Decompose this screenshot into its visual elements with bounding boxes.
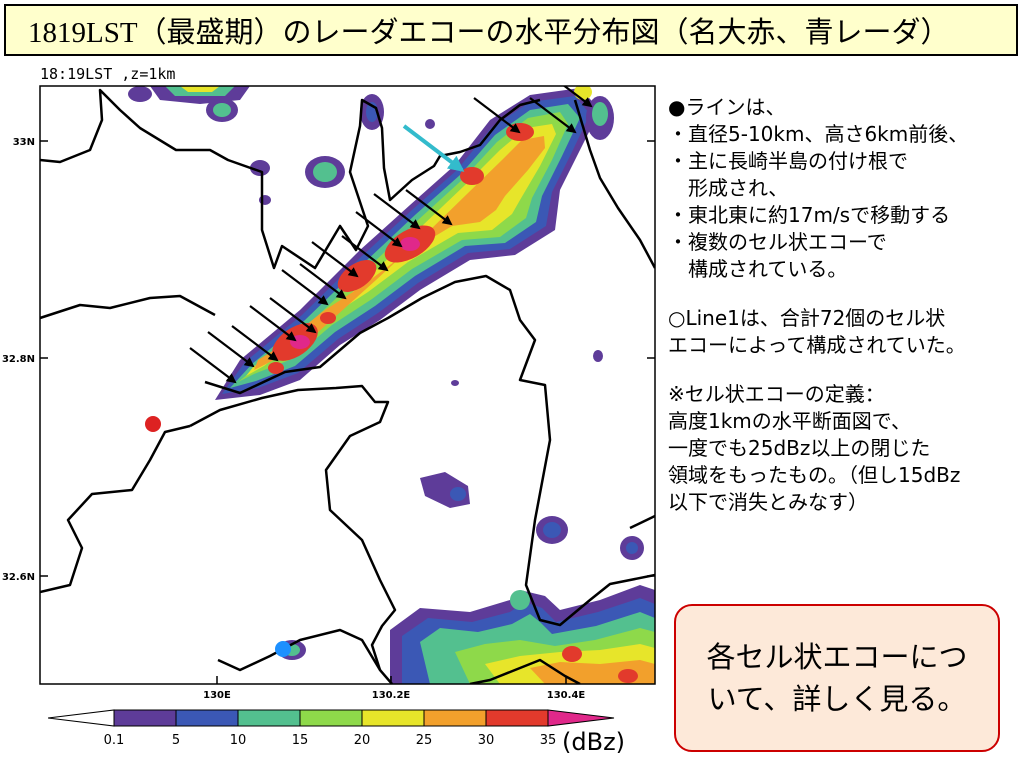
colorbar-low-triangle — [47, 709, 115, 727]
colorbar-label: 0.1 — [104, 733, 125, 748]
notes-spacer — [668, 359, 1018, 381]
highlight-arrow — [402, 124, 465, 172]
map-frame — [39, 85, 656, 685]
colorbar-swatch — [423, 709, 487, 727]
notes-line: 以下で消失とみなす） — [668, 490, 868, 514]
notes-line: 高度1kmの水平断面図で、 — [668, 409, 911, 433]
echo-cluster-bottom — [390, 585, 655, 684]
colorbar-label: 5 — [172, 733, 180, 748]
notes-line: ・直径5-10km、高さ6km前後、 — [668, 122, 969, 146]
notes-line: ・主に長崎半島の付け根で — [668, 149, 908, 173]
colorbar-label: 20 — [354, 733, 371, 748]
echo-line-main — [215, 88, 600, 400]
colorbar-swatch — [299, 709, 363, 727]
colorbar-swatch — [237, 709, 301, 727]
callout-box: 各セル状エコーにつ いて、詳しく見る。 — [674, 604, 1000, 752]
lon-tick-label: 130.2E — [372, 690, 411, 700]
notes-line: ・東北東に約17m/sで移動する — [668, 203, 951, 227]
colorbar-swatch — [175, 709, 239, 727]
callout-line: 各セル状エコーにつ — [706, 640, 968, 674]
coastlines — [40, 88, 655, 684]
lat-tick-label: 32.8N — [2, 354, 35, 365]
slide-title-text: 1819LST（最盛期）のレーダエコーの水平分布図（名大赤、青レーダ） — [28, 17, 950, 49]
lat-tick-label: 33N — [13, 137, 35, 148]
radar-site-red — [145, 416, 161, 432]
map-time-label: 18:19LST ,z=1km — [40, 65, 176, 83]
notes-line: ※セル状エコーの定義： — [668, 382, 885, 406]
notes-line: ・複数のセル状エコーで — [668, 230, 887, 254]
lon-tick-label: 130E — [203, 690, 231, 700]
notes-line: ●ラインは、 — [668, 95, 786, 119]
notes-spacer — [668, 283, 1018, 305]
colorbar-label: 15 — [292, 733, 309, 748]
echo-cluster-top — [128, 86, 614, 386]
radar-site-blue — [275, 641, 291, 657]
notes-line: 領域をもったもの。（但し15dBz — [668, 463, 961, 487]
colorbar-swatch — [113, 709, 177, 727]
motion-arrows — [189, 86, 593, 384]
colorbar-svg: 0.1 5 10 15 20 25 30 35 — [47, 709, 615, 748]
colorbar-high-triangle — [547, 709, 615, 727]
radar-map: 33N 32.8N 32.6N 130E 130.2E 130.4E — [0, 76, 660, 705]
radar-map-svg: 33N 32.8N 32.6N 130E 130.2E 130.4E — [2, 85, 656, 701]
colorbar-swatch — [361, 709, 425, 727]
lat-tick-label: 32.6N — [2, 572, 35, 583]
colorbar-unit: (dBz) — [562, 728, 626, 756]
notes-line: 構成されている。 — [668, 257, 848, 281]
notes-panel: ●ラインは、 ・直径5-10km、高さ6km前後、 ・主に長崎半島の付け根で 形… — [668, 94, 1018, 516]
notes-line: 形成され、 — [668, 176, 789, 200]
colorbar-label: 10 — [230, 733, 247, 748]
lon-tick-label: 130.4E — [547, 690, 586, 700]
colorbar-label: 25 — [416, 733, 433, 748]
colorbar-swatch — [485, 709, 549, 727]
notes-line: ○Line1は、合計72個のセル状 — [668, 306, 946, 330]
colorbar: 0.1 5 10 15 20 25 30 35 — [47, 704, 628, 759]
colorbar-label: 35 — [540, 733, 557, 748]
slide-title: 1819LST（最盛期）のレーダエコーの水平分布図（名大赤、青レーダ） — [4, 4, 1018, 56]
notes-line: エコーによって構成されていた。 — [668, 333, 966, 357]
map-ticks — [40, 140, 655, 684]
callout-line: いて、詳しく見る。 — [707, 682, 967, 716]
notes-line: 一度でも25dBz以上の閉じた — [668, 436, 931, 460]
colorbar-label: 30 — [478, 733, 495, 748]
